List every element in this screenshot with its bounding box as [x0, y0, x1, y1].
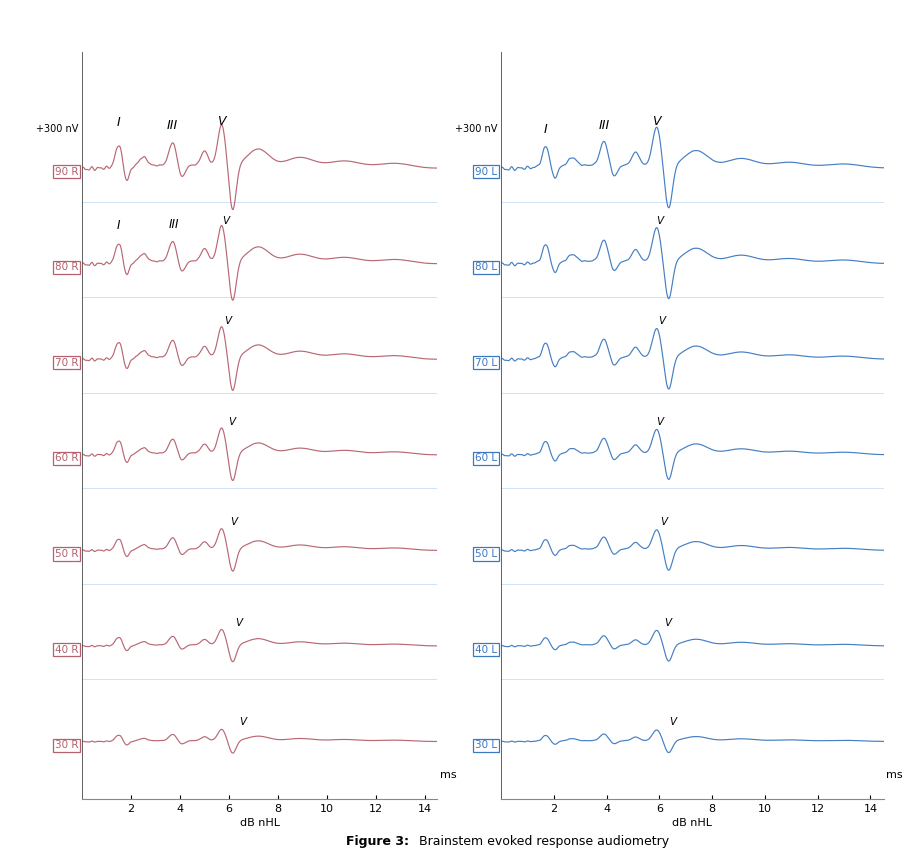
- Text: V: V: [224, 316, 231, 326]
- Text: I: I: [117, 219, 120, 232]
- Text: V: V: [235, 618, 242, 628]
- Text: 80 R: 80 R: [55, 262, 78, 272]
- Text: +300 nV: +300 nV: [455, 125, 497, 134]
- Text: V: V: [239, 717, 246, 727]
- Text: +300 nV: +300 nV: [36, 125, 78, 134]
- Text: ms: ms: [440, 770, 456, 780]
- Text: V: V: [660, 517, 667, 527]
- Text: V: V: [664, 618, 670, 628]
- X-axis label: dB nHL: dB nHL: [240, 818, 280, 828]
- Text: 50 L: 50 L: [475, 549, 497, 559]
- Text: V: V: [656, 417, 663, 427]
- Text: V: V: [656, 216, 663, 226]
- Text: I: I: [117, 117, 120, 130]
- Text: 70 L: 70 L: [475, 358, 497, 368]
- Text: Brainstem evoked response audiometry: Brainstem evoked response audiometry: [415, 835, 669, 848]
- Text: 60 R: 60 R: [55, 454, 78, 464]
- Text: 70 R: 70 R: [55, 358, 78, 368]
- Text: 40 L: 40 L: [475, 644, 497, 655]
- Text: 30 L: 30 L: [475, 740, 497, 750]
- Text: 40 R: 40 R: [55, 644, 78, 655]
- Text: ms: ms: [886, 770, 903, 780]
- Text: I: I: [544, 124, 548, 137]
- Text: Figure 3:: Figure 3:: [346, 835, 409, 848]
- Text: V: V: [659, 316, 666, 326]
- Text: 90 L: 90 L: [475, 167, 497, 177]
- Text: V: V: [221, 216, 229, 226]
- Text: 60 L: 60 L: [475, 454, 497, 464]
- Text: 30 R: 30 R: [55, 740, 78, 750]
- Text: V: V: [669, 717, 676, 727]
- Text: 50 R: 50 R: [55, 549, 78, 559]
- Text: III: III: [167, 119, 179, 132]
- Text: III: III: [599, 119, 609, 132]
- X-axis label: dB nHL: dB nHL: [672, 818, 712, 828]
- Text: III: III: [169, 217, 179, 231]
- Text: V: V: [218, 115, 226, 128]
- Text: 90 R: 90 R: [55, 167, 78, 177]
- Text: V: V: [230, 517, 238, 527]
- Text: V: V: [652, 115, 661, 128]
- Text: V: V: [228, 417, 235, 427]
- Text: 80 L: 80 L: [475, 262, 497, 272]
